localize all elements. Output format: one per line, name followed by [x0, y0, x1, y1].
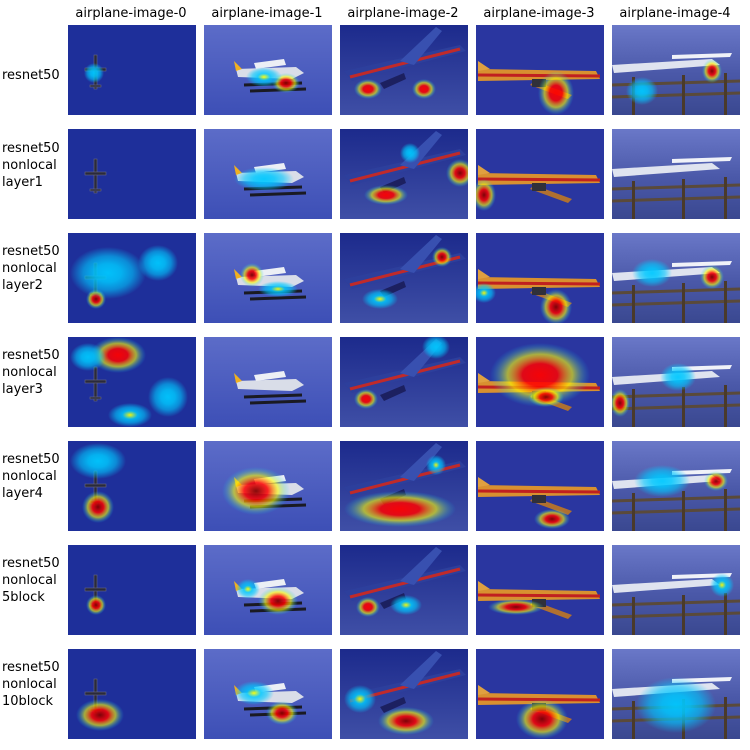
- column-title-0: airplane-image-0: [75, 6, 187, 21]
- heatmap-cell-r2-c1: [204, 233, 332, 323]
- row-label-4: resnet50 nonlocal layer4: [2, 452, 60, 501]
- heatmap-cell-r3-c4: [612, 337, 740, 427]
- column-title-4: airplane-image-4: [619, 6, 731, 21]
- heatmap-cell-r3-c0: [68, 337, 196, 427]
- heatmap-cell-r1-c0: [68, 129, 196, 219]
- column-title-1: airplane-image-1: [211, 6, 323, 21]
- heatmap-cell-r5-c1: [204, 545, 332, 635]
- heatmap-cell-r6-c2: [340, 649, 468, 739]
- heatmap-cell-r2-c4: [612, 233, 740, 323]
- heatmap-cell-r0-c3: [476, 25, 604, 115]
- heatmap-cell-r6-c0: [68, 649, 196, 739]
- row-label-2: resnet50 nonlocal layer2: [2, 244, 60, 293]
- heatmap-cell-r5-c3: [476, 545, 604, 635]
- heatmap-cell-r1-c1: [204, 129, 332, 219]
- heatmap-cell-r2-c0: [68, 233, 196, 323]
- heatmap-cell-r6-c3: [476, 649, 604, 739]
- heatmap-cell-r5-c0: [68, 545, 196, 635]
- column-title-2: airplane-image-2: [347, 6, 459, 21]
- heatmap-cell-r6-c4: [612, 649, 740, 739]
- heatmap-cell-r2-c3: [476, 233, 604, 323]
- column-title-3: airplane-image-3: [483, 6, 595, 21]
- heatmap-cell-r1-c2: [340, 129, 468, 219]
- row-label-6: resnet50 nonlocal 10block: [2, 660, 60, 709]
- row-label-5: resnet50 nonlocal 5block: [2, 556, 60, 605]
- heatmap-cell-r4-c2: [340, 441, 468, 531]
- heatmap-cell-r0-c4: [612, 25, 740, 115]
- heatmap-cell-r0-c1: [204, 25, 332, 115]
- heatmap-cell-r3-c2: [340, 337, 468, 427]
- heatmap-cell-r1-c4: [612, 129, 740, 219]
- heatmap-cell-r4-c4: [612, 441, 740, 531]
- heatmap-cell-r4-c3: [476, 441, 604, 531]
- heatmap-cell-r5-c2: [340, 545, 468, 635]
- heatmap-cell-r6-c1: [204, 649, 332, 739]
- heatmap-cell-r0-c2: [340, 25, 468, 115]
- row-label-1: resnet50 nonlocal layer1: [2, 141, 60, 190]
- heatmap-cell-r2-c2: [340, 233, 468, 323]
- heatmap-cell-r1-c3: [476, 129, 604, 219]
- row-label-0: resnet50: [2, 68, 60, 83]
- heatmap-cell-r0-c0: [68, 25, 196, 115]
- heatmap-cell-r4-c0: [68, 441, 196, 531]
- heatmap-cell-r5-c4: [612, 545, 740, 635]
- heatmap-cell-r4-c1: [204, 441, 332, 531]
- row-label-3: resnet50 nonlocal layer3: [2, 348, 60, 397]
- heatmap-cell-r3-c3: [476, 337, 604, 427]
- heatmap-cell-r3-c1: [204, 337, 332, 427]
